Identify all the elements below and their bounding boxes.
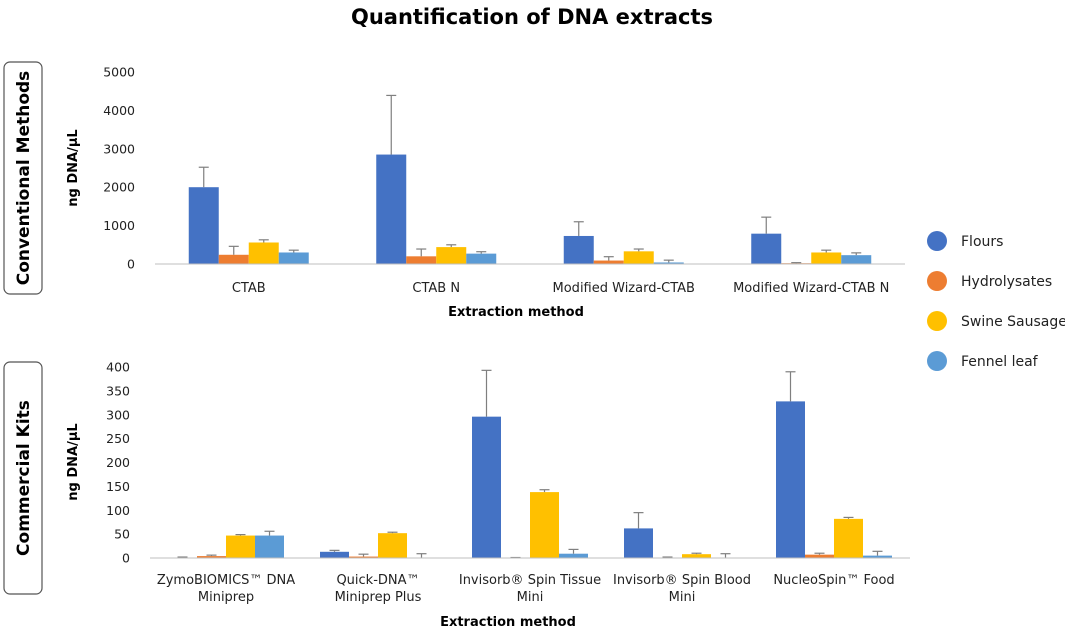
panel2-y-tick-label: 400: [106, 360, 130, 375]
panel2-bar-swine-sausage: [226, 535, 255, 558]
panel2-bar-chart: 0 50 100 150 200 250 300 350 400 ZymoBIOMICS™ DNA…: [106, 360, 910, 605]
panel2-y-tick-label: 300: [106, 407, 130, 422]
legend-swatch-flours: [927, 231, 947, 251]
panel1-y-tick-label: 0: [127, 257, 135, 272]
panel1-bar-flours: [188, 187, 219, 264]
panel2-bar-swine-sausage: [378, 533, 407, 558]
panel2-category-label: Miniprep: [198, 590, 254, 605]
panel1-bar-hydrolysates: [218, 254, 249, 264]
panel1-bar-swine-sausage: [623, 251, 654, 264]
panel1-x-axis-label: Extraction method: [448, 305, 584, 320]
panel2-category-label: Invisorb® Spin Blood: [613, 573, 751, 588]
panel2-category-label: Invisorb® Spin Tissue: [459, 573, 601, 588]
panel2-bar-fennel-leaf: [255, 535, 284, 558]
legend-swatch-fennel-leaf: [927, 351, 947, 371]
panel2-y-tick-label: 100: [106, 503, 130, 518]
panel1-bar-swine-sausage: [248, 242, 279, 264]
legend-label-hydrolysates: Hydrolysates: [961, 274, 1052, 290]
panel1-category-label: CTAB N: [412, 281, 460, 296]
legend-swatch-hydrolysates: [927, 271, 947, 291]
panel2-bar-flours: [472, 416, 501, 558]
panel1-bar-swine-sausage: [436, 247, 467, 264]
panel2-bar-fennel-leaf: [559, 553, 588, 558]
chart-title: Quantification of DNA extracts: [351, 5, 713, 29]
panel2-bar-swine-sausage: [530, 492, 559, 558]
panel2-y-tick-label: 250: [106, 431, 130, 446]
panel1-bar-hydrolysates: [406, 256, 437, 264]
panel2-y-tick-label: 50: [114, 527, 130, 542]
panel-label-box-conventional: [3, 61, 43, 295]
panel1-y-tick-label: 2000: [103, 180, 135, 195]
panel2-x-axis-label: Extraction method: [440, 615, 576, 630]
panel-label-commercial: Commercial Kits: [14, 400, 34, 556]
panel1-bar-flours: [563, 235, 594, 264]
panel2-category-label: Mini: [669, 590, 696, 605]
panel1-category-label: Modified Wizard-CTAB: [553, 281, 695, 296]
panel2-bar-swine-sausage: [834, 518, 863, 558]
panel1-bar-fennel-leaf: [653, 262, 684, 264]
panel2-y-axis-label: ng DNA/µL: [66, 423, 81, 500]
panel2-bar-flours: [624, 528, 653, 558]
panel2-category-label: Mini: [517, 590, 544, 605]
panel1-bar-flours: [376, 154, 407, 264]
legend-label-flours: Flours: [961, 234, 1003, 250]
legend: Flours Hydrolysates Swine Sausage Fennel le…: [927, 231, 1065, 371]
panel2-bar-flours: [776, 401, 805, 558]
legend-label-swine-sausage: Swine Sausage: [961, 314, 1065, 330]
panel1-bar-hydrolysates: [593, 260, 624, 264]
panel2-y-tick-label: 350: [106, 383, 130, 398]
panel1-bar-chart: 0 1000 2000 3000 4000 5000 CTAB CTAB N Modified …: [103, 65, 905, 296]
panel2-bar-hydrolysates: [197, 556, 226, 558]
panel1-category-label: CTAB: [232, 281, 266, 296]
panel2-bar-fennel-leaf: [863, 555, 892, 558]
panel2-category-label: Miniprep Plus: [335, 590, 422, 605]
panel2-category-label: ZymoBIOMICS™ DNA: [157, 573, 295, 588]
panel2-y-tick-label: 200: [106, 455, 130, 470]
panel1-bar-flours: [751, 233, 782, 264]
panel2-bar-swine-sausage: [682, 554, 711, 558]
panel2-bar-hydrolysates: [349, 556, 378, 558]
legend-label-fennel-leaf: Fennel leaf: [961, 354, 1039, 370]
panel1-bar-swine-sausage: [811, 252, 842, 264]
panel1-bar-fennel-leaf: [278, 252, 309, 264]
panel1-category-label: Modified Wizard-CTAB N: [733, 281, 889, 296]
panel-label-box-commercial: [3, 361, 43, 595]
panel2-y-tick-label: 150: [106, 479, 130, 494]
panel-label-conventional: Conventional Methods: [14, 71, 34, 286]
panel1-bar-fennel-leaf: [841, 255, 872, 264]
panel1-y-tick-label: 1000: [103, 218, 135, 233]
panel1-bar-fennel-leaf: [466, 253, 497, 264]
panel2-bar-hydrolysates: [805, 554, 834, 558]
panel1-y-tick-label: 5000: [103, 65, 135, 80]
panel1-y-tick-label: 3000: [103, 141, 135, 156]
panel2-category-label: NucleoSpin™ Food: [773, 573, 894, 588]
panel1-y-axis-label: ng DNA/µL: [66, 129, 81, 206]
panel2-bar-flours: [320, 551, 349, 558]
panel2-y-tick-label: 0: [122, 551, 130, 566]
panel2-category-label: Quick-DNA™: [336, 573, 419, 588]
legend-swatch-swine-sausage: [927, 311, 947, 331]
panel1-y-tick-label: 4000: [103, 103, 135, 118]
